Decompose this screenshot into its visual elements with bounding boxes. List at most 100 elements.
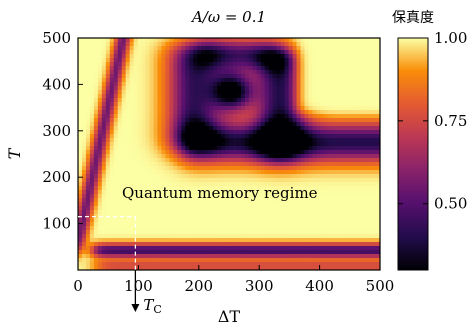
heatmap-cell [153,82,159,87]
heatmap-cell [93,70,99,75]
heatmap-cell [81,198,87,203]
heatmap-cell [324,258,329,263]
heatmap-cell [89,218,95,223]
heatmap-cell [105,38,111,43]
heatmap-cell [161,242,167,247]
heatmap-cell [117,186,123,191]
heatmap-cell [292,82,298,87]
heatmap-cell [260,162,266,167]
heatmap-cell [276,174,282,179]
heatmap-cell [197,126,202,131]
heatmap-cell [328,62,333,67]
heatmap-cell [209,258,214,263]
heatmap-cell [376,170,380,175]
heatmap-cell [85,238,91,243]
heatmap-cell [133,122,139,127]
heatmap-cell [117,262,123,267]
heatmap-cell [280,170,286,175]
heatmap-cell [125,202,131,207]
heatmap-cell [268,190,274,195]
heatmap-cell [296,218,302,223]
heatmap-cell [300,182,306,187]
heatmap-cell [78,58,83,63]
heatmap-cell [209,194,214,199]
heatmap-cell [284,90,290,95]
heatmap-cell [129,138,135,143]
heatmap-cell [93,158,99,163]
heatmap-cell [177,246,182,251]
heatmap-cell [149,182,155,187]
heatmap-cell [229,62,234,67]
heatmap-cell [185,182,190,187]
heatmap-cell [149,162,155,167]
heatmap-cell [304,178,310,183]
heatmap-cell [125,154,131,159]
heatmap-cell [368,126,373,131]
heatmap-cell [268,94,274,99]
heatmap-cell [272,238,278,243]
heatmap-cell [78,42,83,47]
heatmap-cell [332,142,337,147]
heatmap-cell [288,78,294,83]
heatmap-cell [145,174,151,179]
heatmap-cell [348,94,353,99]
heatmap-cell [252,190,258,195]
heatmap-cell [244,166,250,171]
heatmap-cell [181,226,186,231]
heatmap-cell [248,70,254,75]
heatmap-cell [169,74,174,79]
heatmap-cell [113,234,119,239]
heatmap-cell [101,90,107,95]
heatmap-cell [256,170,262,175]
heatmap-cell [352,46,357,51]
heatmap-cell [236,74,242,79]
heatmap-cell [121,194,127,199]
heatmap-cell [300,198,306,203]
heatmap-cell [280,214,286,219]
heatmap-cell [256,186,262,191]
heatmap-cell [232,266,238,270]
heatmap-cell [137,78,143,83]
heatmap-cell [244,138,250,143]
heatmap-cell [109,54,115,59]
heatmap-cell [256,242,262,247]
heatmap-cell [97,74,103,79]
heatmap-cell [336,190,341,195]
heatmap-cell [93,94,99,99]
heatmap-cell [276,70,282,75]
heatmap-cell [312,202,318,207]
heatmap-cell [197,202,202,207]
heatmap-cell [177,258,182,263]
heatmap-cell [296,194,302,199]
heatmap-cell [141,86,147,91]
heatmap-cell [264,134,270,139]
heatmap-cell [344,182,349,187]
heatmap-cell [97,138,103,143]
heatmap-cell [161,58,167,63]
heatmap-cell [288,214,294,219]
heatmap-cell [153,46,159,51]
heatmap-cell [312,158,318,163]
heatmap-cell [137,230,143,235]
heatmap-cell [145,66,151,71]
heatmap-cell [201,78,206,83]
heatmap-cell [276,158,282,163]
heatmap-cell [117,182,123,187]
heatmap-cell [320,210,325,215]
heatmap-cell [376,66,380,71]
heatmap-cell [137,174,143,179]
heatmap-cell [356,218,361,223]
heatmap-cell [177,86,182,91]
heatmap-cell [161,138,167,143]
heatmap-cell [348,46,353,51]
heatmap-cell [308,182,314,187]
heatmap-cell [113,102,119,107]
heatmap-cell [352,150,357,155]
heatmap-cell [308,242,314,247]
heatmap-cell [252,174,258,179]
heatmap-cell [169,238,174,243]
heatmap-cell [244,98,250,103]
heatmap-cell [356,166,361,171]
heatmap-cell [205,190,210,195]
heatmap-cell [145,138,151,143]
